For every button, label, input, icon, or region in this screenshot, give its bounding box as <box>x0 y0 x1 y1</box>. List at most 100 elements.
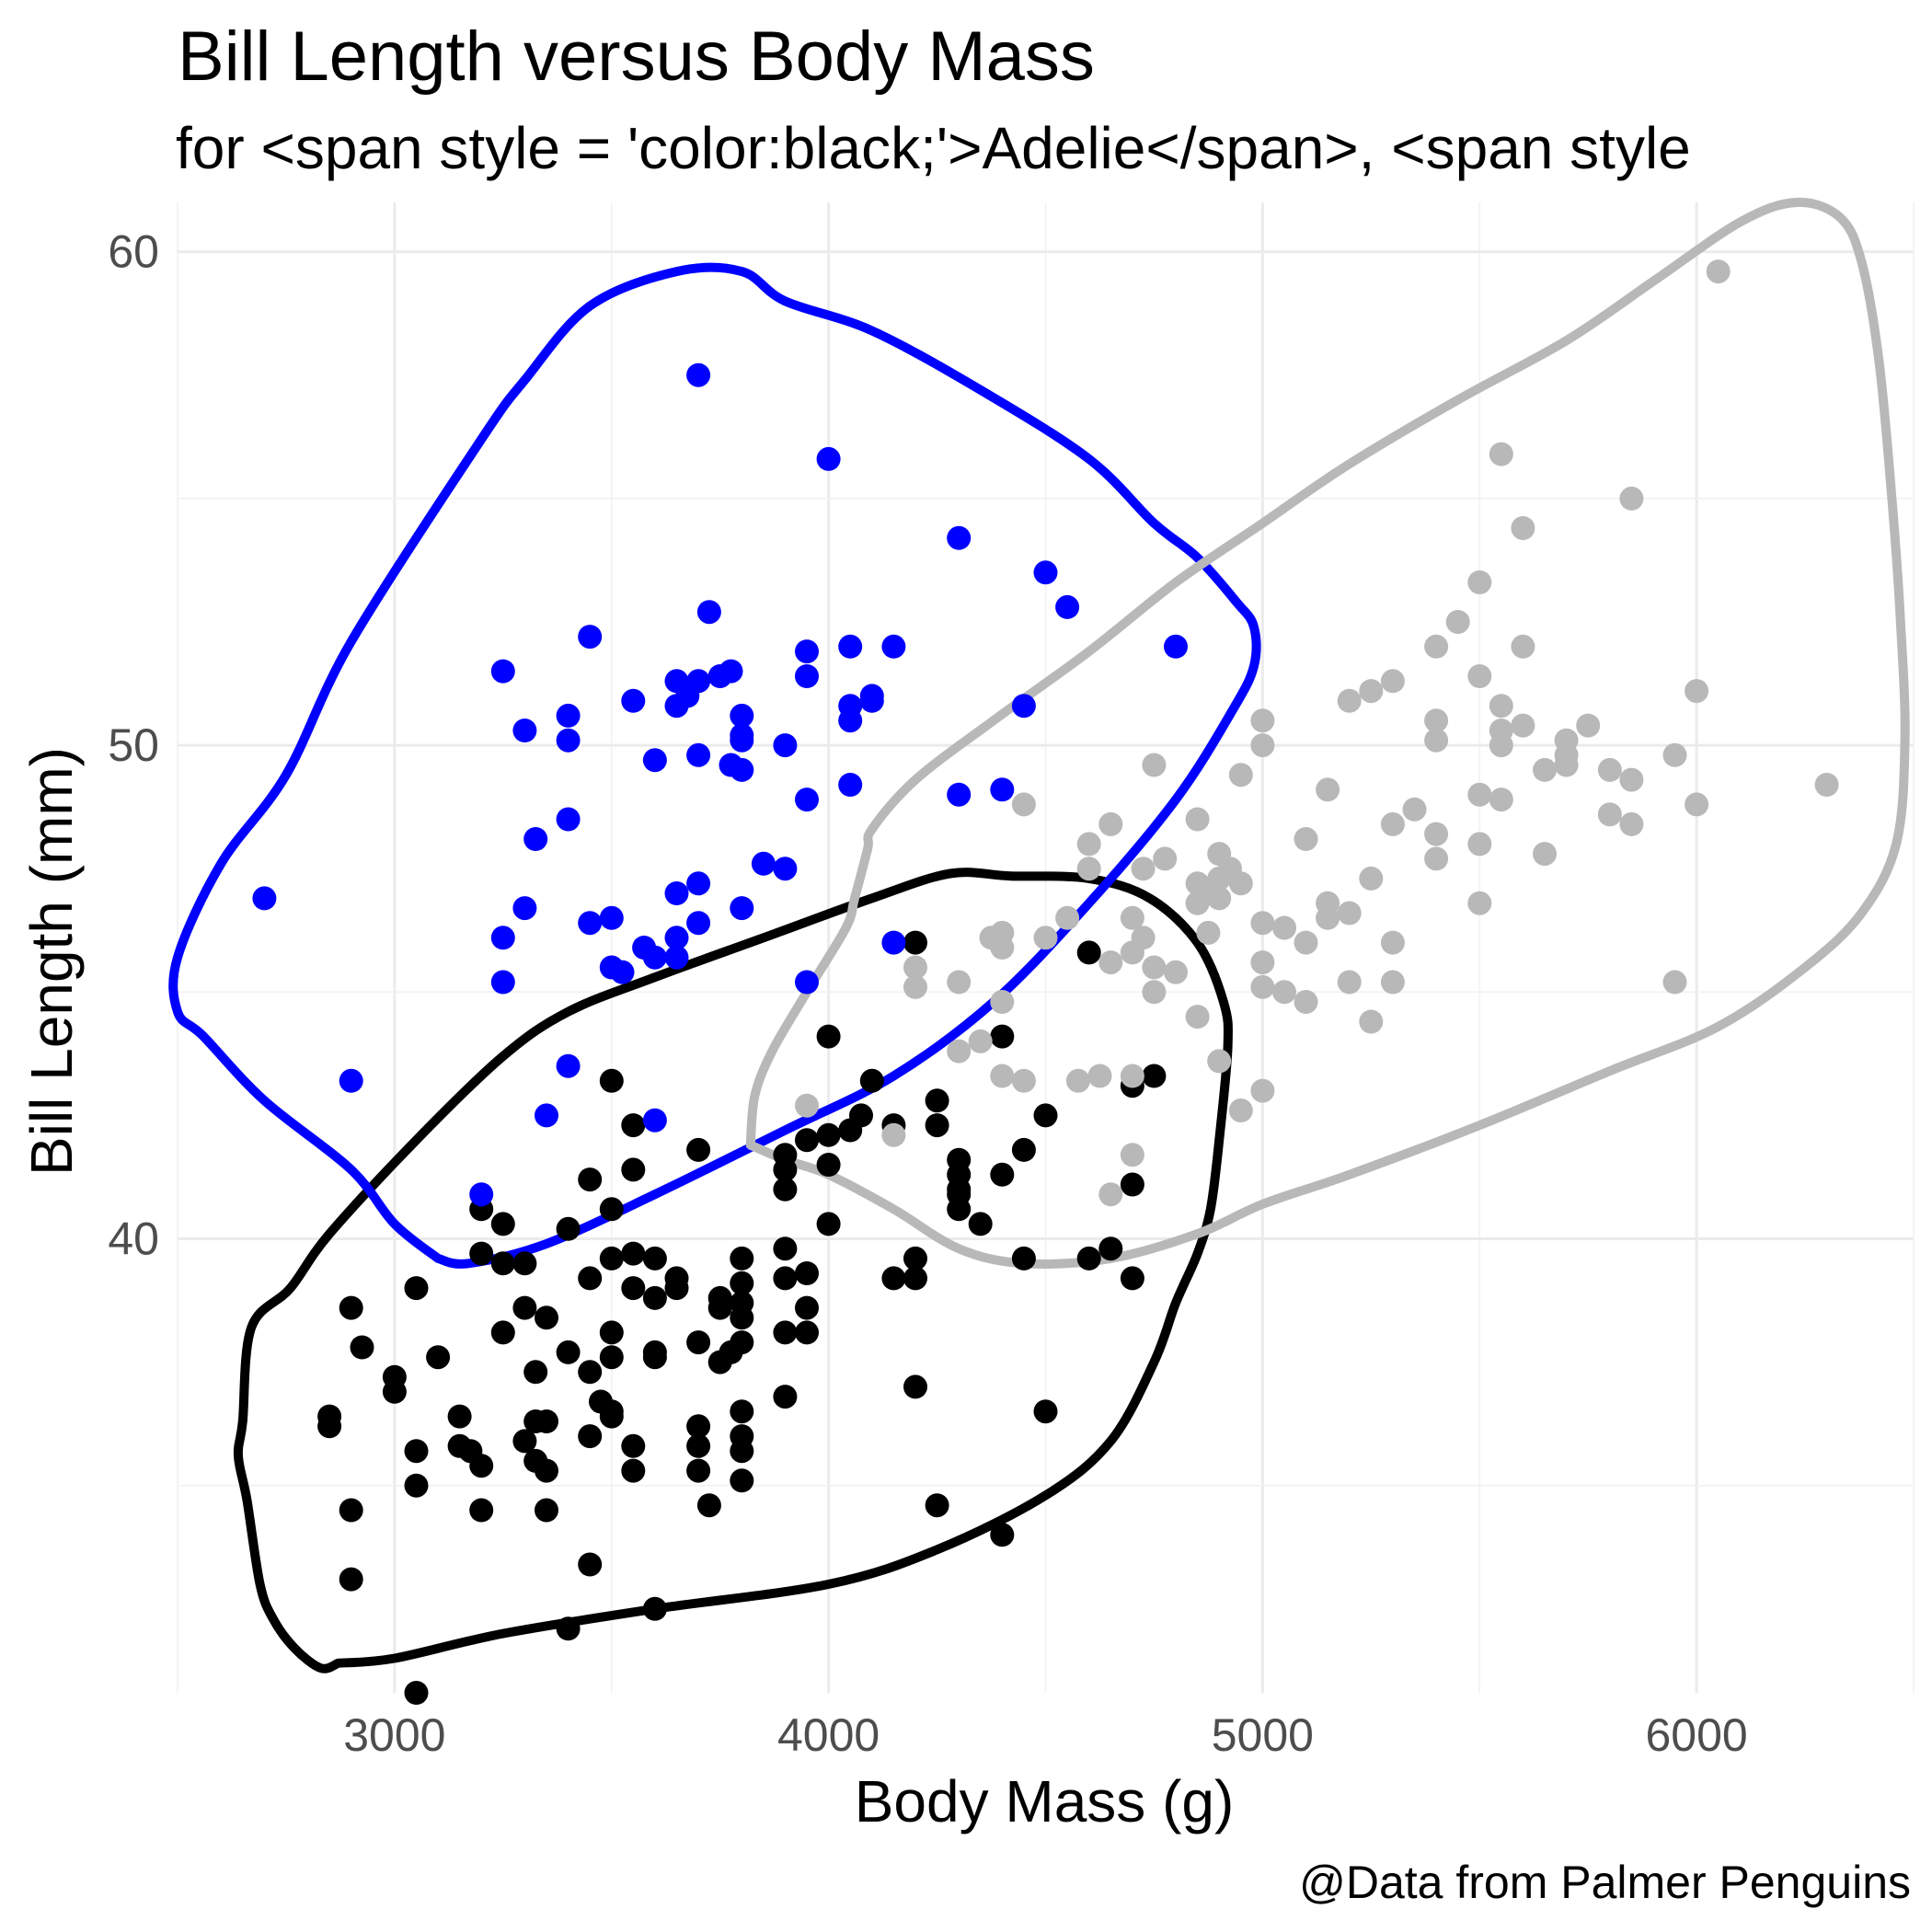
point-series-1 <box>859 1068 884 1093</box>
point-series-3 <box>1511 713 1535 738</box>
point-series-3 <box>1380 970 1405 995</box>
point-series-1 <box>523 1360 548 1385</box>
point-series-1 <box>339 1498 363 1523</box>
point-series-3 <box>1424 634 1449 659</box>
point-series-3 <box>1533 842 1557 867</box>
point-series-1 <box>903 1374 927 1399</box>
point-series-3 <box>1294 930 1318 955</box>
point-series-1 <box>404 1681 429 1705</box>
point-series-1 <box>881 1266 906 1291</box>
point-series-3 <box>947 970 972 995</box>
point-series-1 <box>556 1616 581 1641</box>
point-series-3 <box>1228 871 1253 896</box>
point-series-3 <box>1533 757 1557 782</box>
point-series-2 <box>1033 560 1058 585</box>
point-series-1 <box>947 1147 972 1172</box>
point-series-2 <box>881 930 906 955</box>
x-tick-label: 5000 <box>1212 1709 1314 1761</box>
point-series-3 <box>1619 811 1644 836</box>
point-series-1 <box>686 1137 711 1162</box>
point-series-1 <box>642 1340 667 1364</box>
point-series-2 <box>686 362 711 387</box>
point-series-3 <box>1359 679 1384 704</box>
point-series-1 <box>696 1493 721 1518</box>
caption: @Data from Palmer Penguins <box>1299 1857 1911 1908</box>
point-series-2 <box>795 664 819 688</box>
point-series-1 <box>925 1493 949 1518</box>
point-series-2 <box>816 446 841 471</box>
point-series-1 <box>773 1236 798 1261</box>
point-series-1 <box>1011 1246 1036 1271</box>
point-series-1 <box>469 1454 494 1478</box>
point-series-1 <box>730 1439 754 1464</box>
point-series-2 <box>686 871 711 896</box>
point-series-2 <box>556 703 581 728</box>
point-series-1 <box>795 1261 819 1285</box>
point-series-1 <box>773 1177 798 1202</box>
point-series-3 <box>1185 807 1210 832</box>
point-series-1 <box>642 1596 667 1621</box>
point-series-1 <box>350 1335 374 1360</box>
x-axis-ticks: 3000 4000 5000 6000 <box>343 1709 1747 1761</box>
point-series-2 <box>642 945 667 970</box>
point-series-1 <box>578 1167 603 1192</box>
point-series-3 <box>1511 516 1535 540</box>
point-series-2 <box>642 748 667 773</box>
point-series-3 <box>1467 891 1492 915</box>
point-series-1 <box>535 1305 558 1330</box>
point-series-3 <box>1316 777 1340 802</box>
point-series-3 <box>1662 970 1687 995</box>
point-series-2 <box>535 1103 558 1128</box>
point-series-1 <box>925 1088 949 1113</box>
x-axis-title: Body Mass (g) <box>855 1768 1235 1834</box>
point-series-1 <box>1033 1103 1058 1128</box>
point-series-3 <box>990 1064 1015 1088</box>
point-series-2 <box>751 851 776 876</box>
point-series-3 <box>1337 970 1362 995</box>
point-series-1 <box>490 1251 515 1276</box>
point-series-1 <box>382 1379 407 1404</box>
point-series-1 <box>339 1567 363 1592</box>
point-series-3 <box>1033 926 1058 950</box>
point-series-1 <box>1011 1137 1036 1162</box>
point-series-3 <box>795 1093 819 1118</box>
point-series-1 <box>426 1345 451 1370</box>
point-series-2 <box>610 960 635 984</box>
point-series-3 <box>1250 733 1275 758</box>
point-series-1 <box>730 1305 754 1330</box>
point-series-2 <box>730 703 754 728</box>
point-series-1 <box>1076 1246 1101 1271</box>
point-series-3 <box>1489 733 1513 758</box>
point-series-3 <box>1250 911 1275 936</box>
point-series-1 <box>707 1285 732 1310</box>
point-series-1 <box>903 930 927 955</box>
point-series-1 <box>816 1024 841 1049</box>
x-tick-label: 6000 <box>1646 1709 1748 1761</box>
point-series-1 <box>490 1320 515 1345</box>
point-series-1 <box>621 1113 646 1138</box>
point-series-1 <box>686 1458 711 1483</box>
x-tick-label: 4000 <box>777 1709 880 1761</box>
point-series-1 <box>512 1295 537 1320</box>
point-series-1 <box>1076 940 1101 965</box>
point-series-3 <box>1011 792 1036 817</box>
point-series-3 <box>1576 713 1601 738</box>
point-series-1 <box>903 1266 927 1291</box>
point-series-1 <box>1120 1266 1144 1291</box>
point-series-2 <box>795 788 819 812</box>
point-series-3 <box>1131 857 1156 881</box>
point-series-3 <box>1185 1005 1210 1029</box>
point-series-3 <box>1250 1078 1275 1103</box>
point-series-3 <box>1196 920 1221 945</box>
point-series-2 <box>795 639 819 664</box>
point-series-1 <box>1142 1064 1167 1088</box>
point-series-1 <box>795 1320 819 1345</box>
point-series-1 <box>512 1429 537 1454</box>
point-series-2 <box>469 1182 494 1207</box>
point-series-1 <box>447 1404 472 1429</box>
point-series-2 <box>730 728 754 753</box>
point-series-1 <box>903 1246 927 1271</box>
point-series-3 <box>1055 905 1080 930</box>
point-series-1 <box>490 1212 515 1236</box>
